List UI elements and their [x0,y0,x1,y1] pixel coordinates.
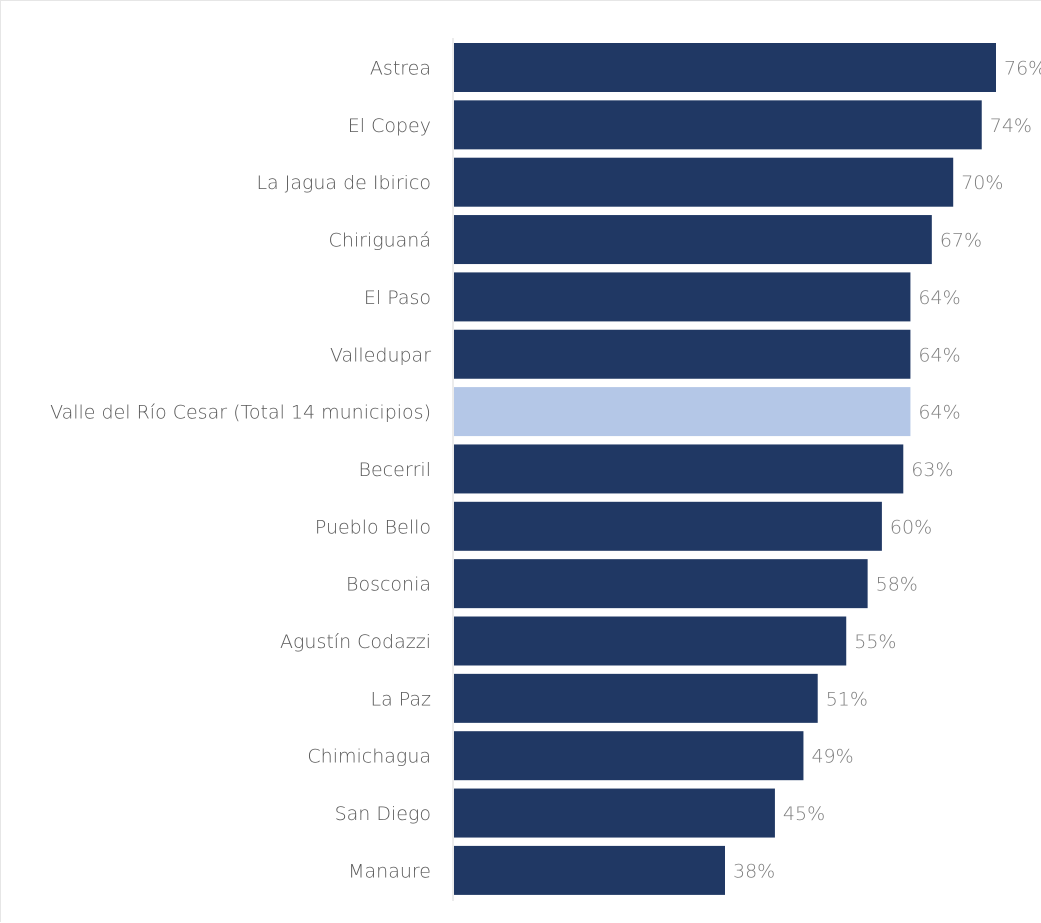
value-label-0: 76% [1004,58,1041,80]
value-label-6: 64% [918,402,960,424]
bar-7 [454,444,904,494]
value-label-14: 38% [733,860,775,882]
category-label-6: Valle del Río Cesar (Total 14 municipios… [50,402,431,424]
category-label-3: Chiriguaná [329,230,431,252]
bar-8 [454,501,882,551]
category-label-7: Becerril [359,459,431,481]
category-label-2: La Jagua de Ibirico [256,172,431,194]
category-label-5: Valledupar [330,344,431,366]
category-label-14: Manaure [348,860,431,882]
category-label-12: Chimichagua [307,746,431,768]
bars-layer [454,43,996,895]
category-label-11: La Paz [371,688,432,710]
category-label-0: Astrea [370,58,431,80]
category-label-9: Bosconia [346,574,431,596]
bar-3 [454,215,932,265]
value-label-11: 51% [826,688,868,710]
value-label-2: 70% [961,172,1003,194]
bar-11 [454,673,818,723]
category-label-1: El Copey [348,115,431,137]
value-label-9: 58% [876,574,918,596]
value-label-5: 64% [918,344,960,366]
value-label-7: 63% [911,459,953,481]
bar-5 [454,329,911,379]
value-label-13: 45% [783,803,825,825]
bar-1 [454,100,982,150]
value-label-1: 74% [990,115,1032,137]
bar-14 [454,845,725,895]
bar-4 [454,272,911,322]
bar-13 [454,788,775,838]
bar-0 [454,43,996,92]
value-label-4: 64% [918,287,960,309]
value-label-8: 60% [890,516,932,538]
category-label-10: Agustín Codazzi [280,631,431,653]
value-label-3: 67% [940,230,982,252]
value-labels-layer: 76% 74% 70% 67% 64% 64% 64% 63% 60% 58% 55% 51% 49% 4… [733,58,1041,883]
bar-2 [454,157,954,207]
bar-6 [454,387,911,437]
category-label-4: El Paso [364,287,431,309]
bar-10 [454,616,847,666]
category-label-8: Pueblo Bello [315,516,431,538]
bar-9 [454,559,868,609]
category-labels-layer: Astrea El Copey La Jagua de Ibirico Chirigu… [50,58,431,883]
category-label-13: San Diego [335,803,431,825]
value-label-10: 55% [854,631,896,653]
value-label-12: 49% [811,746,853,768]
bar-12 [454,731,804,781]
